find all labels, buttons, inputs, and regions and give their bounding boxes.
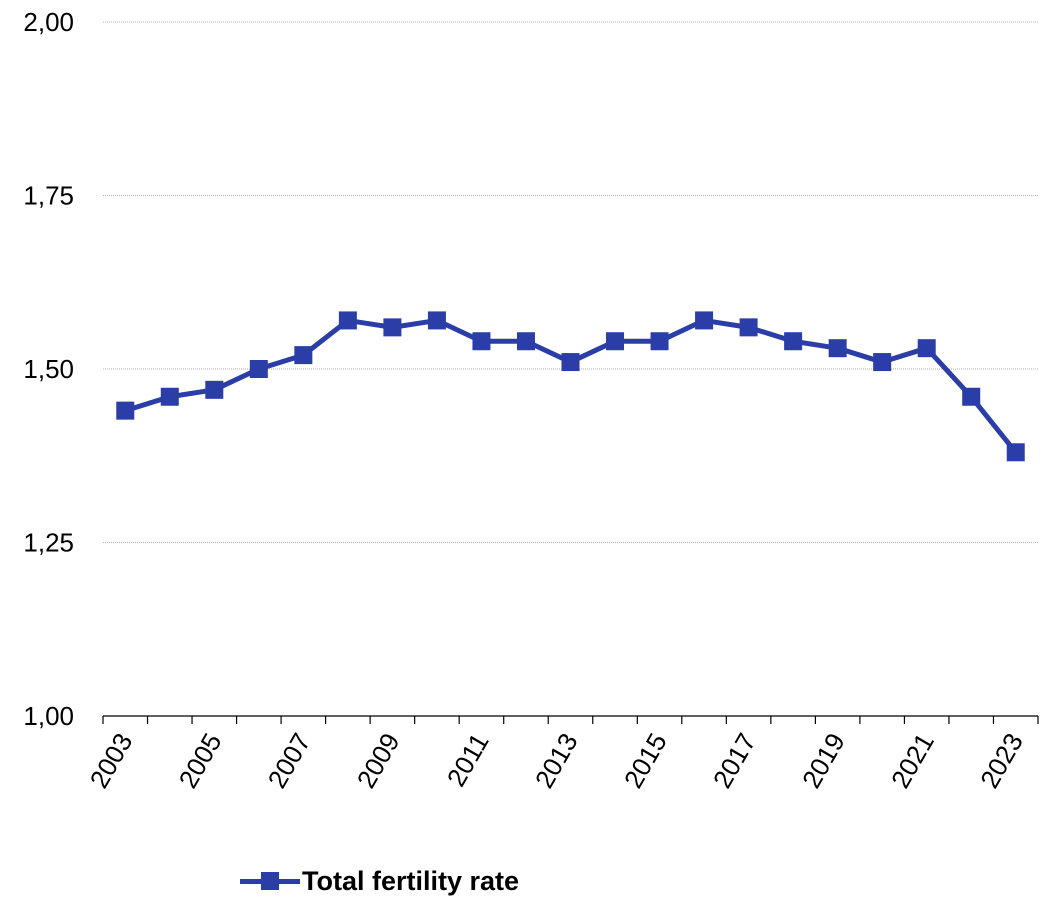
legend: Total fertility rate — [240, 862, 519, 900]
series-layer — [116, 311, 1025, 462]
legend-swatch — [240, 867, 300, 895]
data-point-marker — [784, 332, 803, 351]
x-tick-label: 2013 — [529, 728, 584, 793]
data-point-marker — [383, 318, 402, 337]
y-tick-label: 1,00 — [23, 701, 74, 731]
data-point-marker — [516, 332, 535, 351]
data-point-marker — [695, 311, 714, 330]
data-point-marker — [828, 339, 847, 358]
data-point-marker — [338, 311, 357, 330]
data-point-marker — [606, 332, 625, 351]
y-tick-label: 1,75 — [23, 181, 74, 211]
x-tick-label: 2015 — [618, 728, 673, 793]
x-tick-label: 2019 — [796, 728, 851, 793]
data-point-marker — [873, 353, 892, 372]
x-tick-label: 2011 — [441, 728, 495, 791]
x-tick-label: 2009 — [351, 728, 406, 793]
data-point-marker — [1006, 443, 1025, 462]
y-axis-ticks: 1,00 1,25 1,50 1,75 2,00 — [23, 7, 74, 731]
data-point-marker — [917, 339, 936, 358]
data-point-marker — [116, 401, 135, 420]
data-point-marker — [249, 360, 268, 378]
legend-label: Total fertility rate — [302, 865, 520, 896]
y-tick-label: 1,50 — [23, 354, 74, 384]
x-tick-label: 2023 — [974, 728, 1029, 793]
x-axis: 2003 2005 2007 2009 2011 2013 2015 2017 2019 2021… — [84, 715, 1039, 793]
data-point-marker — [427, 311, 446, 330]
data-point-marker — [294, 346, 313, 365]
data-point-marker — [739, 318, 758, 337]
y-tick-label: 2,00 — [23, 7, 74, 37]
data-point-marker — [472, 332, 491, 351]
x-tick-label: 2017 — [707, 728, 762, 793]
data-point-marker — [205, 380, 224, 399]
x-tick-label: 2003 — [84, 728, 139, 793]
y-tick-label: 1,25 — [23, 528, 74, 558]
data-point-marker — [561, 353, 580, 372]
gridlines — [103, 21, 1038, 543]
data-point-marker — [962, 387, 981, 406]
x-tick-label: 2021 — [885, 728, 940, 793]
line-chart: 1,00 1,25 1,50 1,75 2,00 2003 2005 2007 2009 201… — [23, 7, 1039, 793]
series-line — [124, 317, 1018, 454]
data-point-marker — [650, 332, 669, 351]
data-point-marker — [160, 387, 179, 406]
x-tick-label: 2007 — [262, 728, 317, 793]
x-tick-label: 2005 — [173, 728, 228, 793]
